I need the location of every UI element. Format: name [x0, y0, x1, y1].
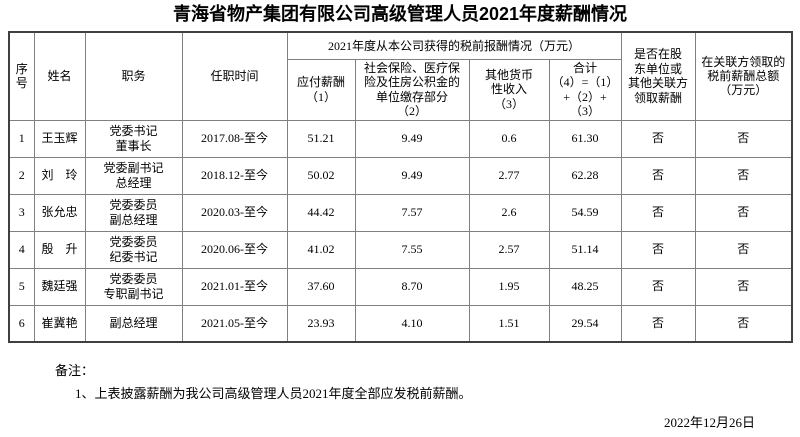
- header-compensation-group: 2021年度从本公司获得的税前报酬情况（万元）: [286, 31, 622, 60]
- document-date: 2022年12月26日: [663, 415, 755, 430]
- cell-no: 2: [8, 156, 35, 195]
- cell-other-income: 2.77: [468, 156, 550, 195]
- cell-salary: 50.02: [286, 156, 356, 195]
- cell-insurance: 8.70: [354, 267, 470, 306]
- table-row: 3 张允忠 党委委员 副总经理 2020.03-至今 44.42 7.57 2.6 54.59…: [8, 193, 793, 232]
- cell-tenure: 2020.03-至今: [181, 193, 288, 232]
- cell-total: 61.30: [548, 119, 622, 158]
- header-row-1: 序 号 姓名 职务 任职时间 2021年度从本公司获得的税前报酬情况（万元） 是…: [8, 31, 793, 121]
- cell-other-income: 2.6: [468, 193, 550, 232]
- cell-related-amount: 否: [694, 304, 793, 343]
- cell-related-party: 否: [620, 156, 696, 195]
- cell-total: 62.28: [548, 156, 622, 195]
- cell-tenure: 2017.08-至今: [181, 119, 288, 158]
- note-item: 1、上表披露薪酬为我公司高级管理人员2021年度全部应发税前薪酬。: [75, 386, 472, 401]
- cell-salary: 51.21: [286, 119, 356, 158]
- header-related-amount: 在关联方领取的 税前薪酬总额 （万元）: [694, 31, 793, 121]
- cell-related-amount: 否: [694, 156, 793, 195]
- cell-no: 1: [8, 119, 35, 158]
- cell-other-income: 0.6: [468, 119, 550, 158]
- cell-name: 魏廷强: [33, 267, 86, 306]
- cell-related-amount: 否: [694, 119, 793, 158]
- cell-related-amount: 否: [694, 267, 793, 306]
- cell-name: 刘 玲: [33, 156, 86, 195]
- cell-position: 党委副书记 总经理: [84, 156, 183, 195]
- cell-salary: 23.93: [286, 304, 356, 343]
- header-tenure: 任职时间: [181, 31, 288, 121]
- cell-total: 51.14: [548, 230, 622, 269]
- cell-related-party: 否: [620, 267, 696, 306]
- cell-related-party: 否: [620, 230, 696, 269]
- header-related-party: 是否在股 东单位或 其他关联方 领取薪酬: [620, 31, 696, 121]
- table-row: 1 王玉辉 党委书记 董事长 2017.08-至今 51.21 9.49 0.6 61.30 否…: [8, 119, 793, 158]
- cell-other-income: 1.95: [468, 267, 550, 306]
- header-no: 序 号: [8, 31, 35, 121]
- cell-insurance: 9.49: [354, 119, 470, 158]
- cell-salary: 44.42: [286, 193, 356, 232]
- cell-salary: 37.60: [286, 267, 356, 306]
- cell-tenure: 2020.06-至今: [181, 230, 288, 269]
- cell-name: 张允忠: [33, 193, 86, 232]
- cell-other-income: 2.57: [468, 230, 550, 269]
- cell-name: 崔冀艳: [33, 304, 86, 343]
- header-position: 职务: [84, 31, 183, 121]
- header-row-2: 应付薪酬 （1） 社会保险、医疗保 险及住房公积金的 单位缴存部分 （2） 其他…: [9, 58, 792, 121]
- cell-position: 副总经理: [84, 304, 183, 343]
- cell-position: 党委书记 董事长: [84, 119, 183, 158]
- cell-total: 48.25: [548, 267, 622, 306]
- cell-total: 29.54: [548, 304, 622, 343]
- cell-no: 6: [8, 304, 35, 343]
- cell-no: 3: [8, 193, 35, 232]
- header-salary: 应付薪酬 （1）: [286, 58, 356, 121]
- cell-total: 54.59: [548, 193, 622, 232]
- cell-name: 殷 升: [33, 230, 86, 269]
- cell-position: 党委委员 纪委书记: [84, 230, 183, 269]
- header-other-income: 其他货币 性收入 （3）: [468, 58, 550, 121]
- cell-salary: 41.02: [286, 230, 356, 269]
- header-name: 姓名: [33, 31, 86, 121]
- cell-insurance: 4.10: [354, 304, 470, 343]
- salary-table: 序 号 姓名 职务 任职时间 2021年度从本公司获得的税前报酬情况（万元） 是…: [8, 31, 794, 343]
- header-total: 合计 （4）=（1） +（2）+ （3）: [548, 58, 622, 121]
- cell-related-party: 否: [620, 304, 696, 343]
- notes-label: 备注：: [55, 363, 95, 378]
- table-row: 5 魏廷强 党委委员 专职副书记 2021.01-至今 37.60 8.70 1.95 48.…: [8, 267, 793, 306]
- cell-related-amount: 否: [694, 193, 793, 232]
- cell-tenure: 2021.05-至今: [181, 304, 288, 343]
- cell-related-party: 否: [620, 119, 696, 158]
- cell-related-party: 否: [620, 193, 696, 232]
- cell-no: 4: [8, 230, 35, 269]
- header-insurance: 社会保险、医疗保 险及住房公积金的 单位缴存部分 （2）: [354, 58, 470, 121]
- notes-section: 备注： 1、上表披露薪酬为我公司高级管理人员2021年度全部应发税前薪酬。: [55, 360, 800, 402]
- page-title: 青海省物产集团有限公司高级管理人员2021年度薪酬情况: [172, 4, 628, 24]
- cell-related-amount: 否: [694, 230, 793, 269]
- cell-position: 党委委员 副总经理: [84, 193, 183, 232]
- cell-tenure: 2018.12-至今: [181, 156, 288, 195]
- cell-insurance: 7.55: [354, 230, 470, 269]
- cell-name: 王玉辉: [33, 119, 86, 158]
- cell-insurance: 9.49: [354, 156, 470, 195]
- cell-tenure: 2021.01-至今: [181, 267, 288, 306]
- cell-insurance: 7.57: [354, 193, 470, 232]
- table-header: 序 号 姓名 职务 任职时间 2021年度从本公司获得的税前报酬情况（万元） 是…: [8, 31, 793, 121]
- cell-position: 党委委员 专职副书记: [84, 267, 183, 306]
- table-body: 1 王玉辉 党委书记 董事长 2017.08-至今 51.21 9.49 0.6 61.30 否…: [8, 119, 793, 343]
- cell-no: 5: [8, 267, 35, 306]
- table-row: 6 崔冀艳 副总经理 2021.05-至今 23.93 4.10 1.51 29.54 否否: [8, 304, 793, 343]
- cell-other-income: 1.51: [468, 304, 550, 343]
